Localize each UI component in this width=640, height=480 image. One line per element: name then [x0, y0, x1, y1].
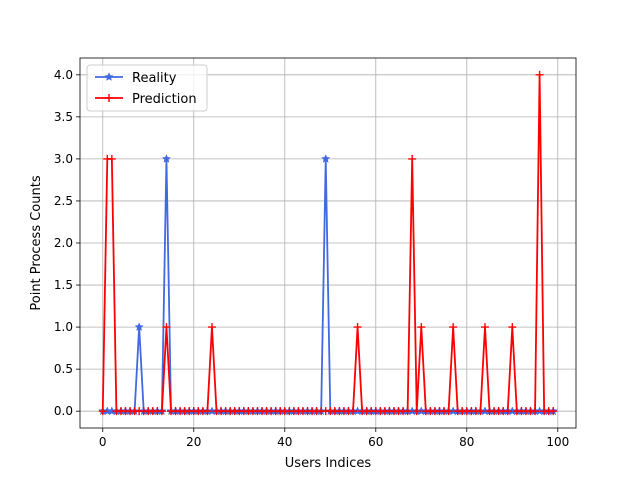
data-point-prediction	[353, 323, 362, 332]
x-axis-label: Users Indices	[285, 456, 372, 471]
data-point-prediction	[162, 323, 171, 332]
y-axis-label: Point Process Counts	[29, 175, 44, 310]
y-axis-ticks: 0.0 0.5 1.0 1.5 2.0 2.5 3.0 3.5 4.0	[54, 68, 80, 418]
data-point-prediction	[531, 407, 540, 416]
y-tick-label: 2.0	[54, 236, 73, 250]
series-prediction	[98, 70, 558, 416]
series-layer	[98, 70, 558, 416]
x-tick-label: 0	[99, 435, 107, 449]
legend-reality-marker	[104, 72, 114, 81]
data-point-prediction	[157, 407, 166, 416]
legend-prediction-marker	[105, 94, 113, 102]
legend-marker-prediction	[105, 94, 113, 102]
x-tick-label: 80	[459, 435, 474, 449]
data-point-prediction	[444, 407, 453, 416]
data-point-prediction	[549, 407, 558, 416]
data-point-prediction	[98, 407, 107, 416]
data-point-prediction	[503, 407, 512, 416]
legend-prediction-label: Prediction	[132, 92, 197, 107]
data-point-reality	[134, 322, 144, 332]
data-point-prediction	[408, 154, 417, 163]
data-point-prediction	[476, 407, 485, 416]
data-point-prediction	[107, 154, 116, 163]
data-point-prediction	[349, 407, 358, 416]
x-tick-label: 60	[368, 435, 383, 449]
data-point-reality	[321, 154, 331, 163]
y-tick-label: 3.0	[54, 152, 73, 166]
x-axis-ticks: 0 20 40 60 80 100	[99, 428, 569, 449]
data-point-prediction	[412, 407, 421, 416]
legend: Reality Prediction	[86, 64, 208, 112]
legend-marker-reality	[104, 72, 114, 81]
data-point-prediction	[203, 407, 212, 416]
y-tick-label: 2.5	[54, 194, 73, 208]
data-point-prediction	[403, 407, 412, 416]
data-point-reality	[161, 154, 172, 163]
data-point-prediction	[207, 323, 216, 332]
data-point-prediction	[449, 323, 458, 332]
y-tick-label: 3.5	[54, 110, 73, 124]
y-tick-label: 0.0	[54, 404, 73, 418]
x-tick-label: 100	[546, 435, 569, 449]
x-tick-label: 20	[186, 435, 201, 449]
y-tick-label: 1.5	[54, 278, 73, 292]
y-tick-label: 0.5	[54, 362, 73, 376]
data-point-prediction	[417, 323, 426, 332]
data-point-prediction	[508, 323, 517, 332]
y-tick-label: 1.0	[54, 320, 73, 334]
x-tick-label: 40	[277, 435, 292, 449]
data-point-prediction	[535, 70, 544, 79]
legend-reality-label: Reality	[132, 71, 177, 86]
data-point-prediction	[480, 323, 489, 332]
y-tick-label: 4.0	[54, 68, 73, 82]
